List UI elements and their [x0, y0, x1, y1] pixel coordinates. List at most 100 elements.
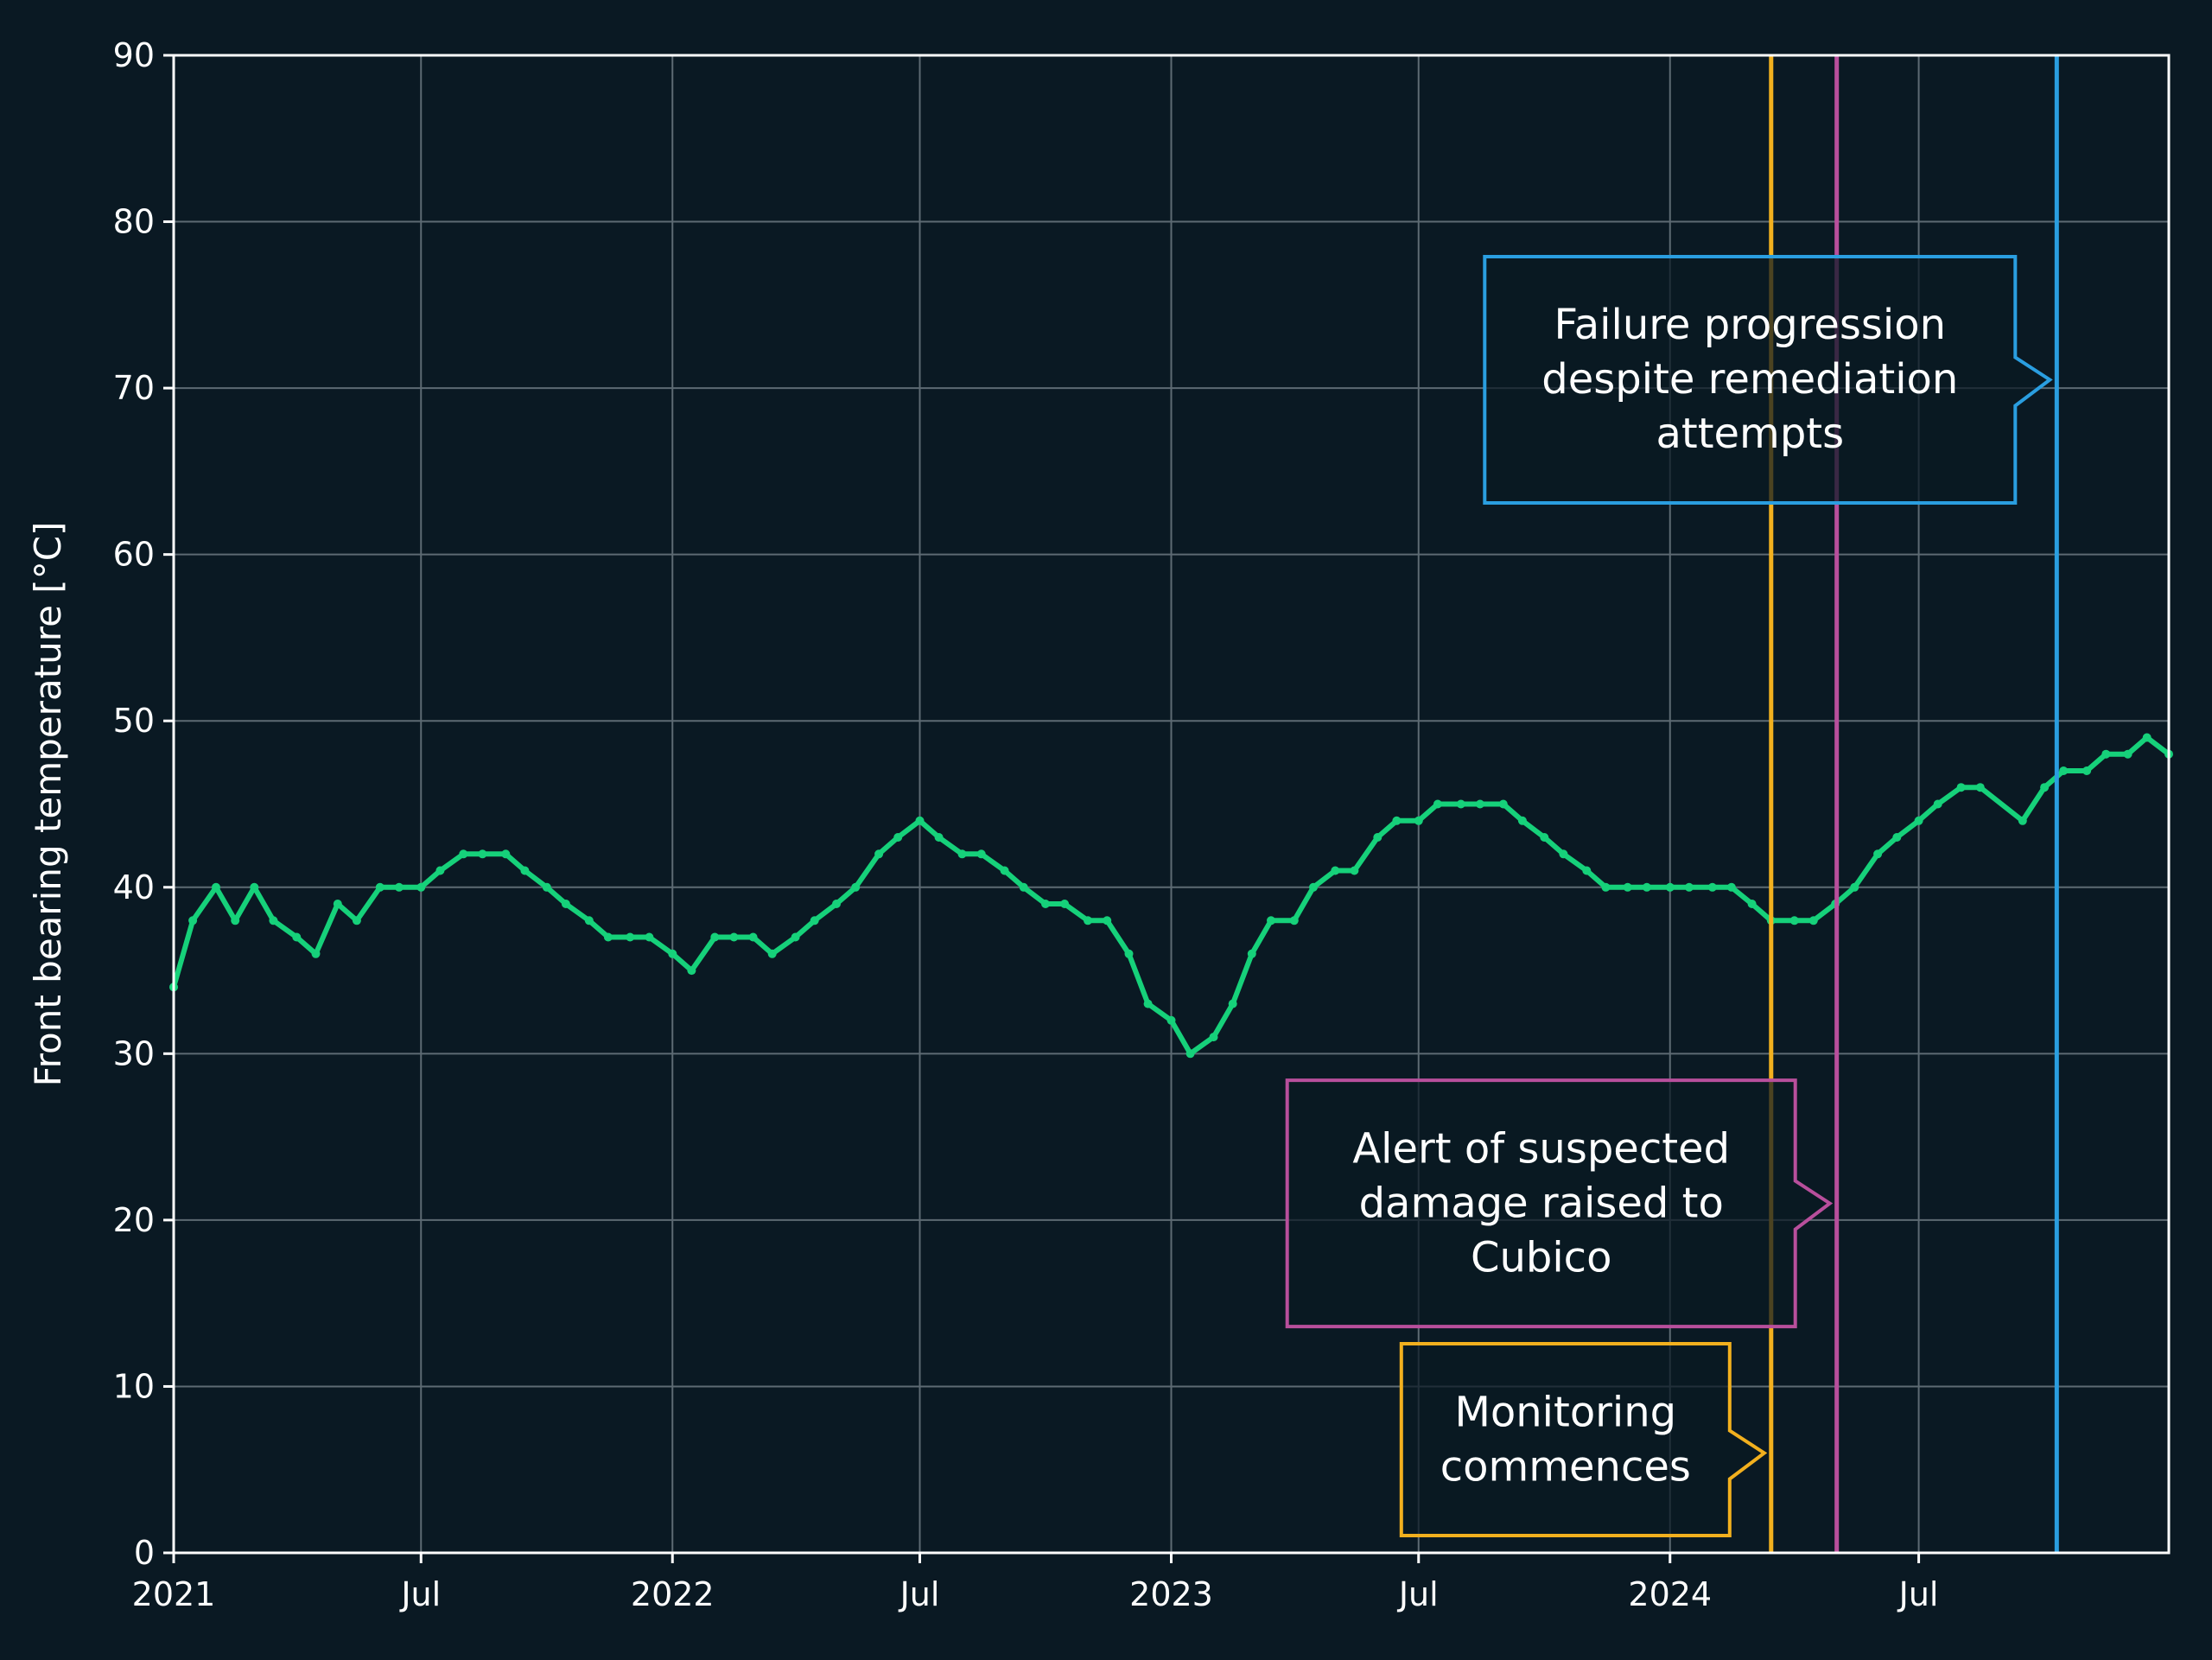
series-point	[584, 916, 594, 925]
series-point	[2082, 766, 2092, 775]
series-point	[893, 833, 903, 842]
series-point	[2123, 749, 2133, 759]
x-tick-label: 2022	[631, 1575, 715, 1613]
series-point	[1350, 866, 1359, 875]
series-point	[1726, 882, 1736, 892]
series-point	[710, 932, 720, 942]
series-point	[1456, 799, 1465, 809]
series-point	[375, 882, 385, 892]
series-point	[542, 882, 551, 892]
series-point	[687, 966, 696, 976]
series-point	[1041, 900, 1050, 908]
series-point	[1684, 882, 1694, 892]
series-point	[1517, 816, 1527, 825]
annotation-box	[1285, 1078, 1834, 1329]
event-markers: Monitoring commences Alert of suspected dam…	[1285, 55, 2059, 1553]
y-tick-label: 70	[113, 369, 155, 407]
y-tick-label: 0	[134, 1534, 155, 1572]
series-point	[2101, 749, 2111, 759]
y-axis-title: Front bearing temperature [°C]	[27, 522, 69, 1087]
series-point	[1247, 949, 1256, 958]
series-point	[2142, 733, 2152, 742]
series-point	[1228, 999, 1237, 1008]
series-point	[874, 849, 884, 859]
series-point	[1559, 849, 1568, 859]
series-point	[501, 849, 511, 859]
series-point	[626, 932, 635, 942]
series-point	[1392, 816, 1402, 825]
series-point	[1060, 900, 1070, 908]
series-point	[1665, 882, 1675, 892]
series-point	[668, 949, 677, 958]
series-point	[729, 932, 739, 942]
series-point	[269, 916, 278, 925]
annotation-text: attempts	[1656, 410, 1844, 458]
annotation-text: Failure progression	[1554, 301, 1947, 349]
series-point	[435, 866, 445, 875]
series-point	[416, 882, 426, 892]
series-point	[1914, 816, 1923, 825]
series-point	[231, 916, 240, 925]
series-point	[748, 932, 758, 942]
x-tick-label: 2021	[132, 1575, 216, 1613]
series-point	[1498, 799, 1508, 809]
series-point	[1582, 866, 1592, 875]
series-point	[394, 882, 404, 892]
y-tick-label: 60	[113, 536, 155, 574]
x-tick-label: Jul	[899, 1575, 940, 1613]
series-point	[1747, 900, 1757, 908]
series-point	[1000, 866, 1009, 875]
series-point	[1475, 799, 1484, 809]
annotation-text: Alert of suspected	[1352, 1124, 1730, 1173]
series-point	[767, 949, 777, 958]
y-tick-label: 10	[113, 1367, 155, 1405]
y-tick-label: 80	[113, 203, 155, 241]
series-point	[292, 932, 302, 942]
series-point	[1103, 916, 1112, 925]
y-tick-label: 90	[113, 36, 155, 74]
annotation-box	[1483, 255, 2053, 505]
series-point	[2059, 766, 2069, 775]
annotation-text: damage raised to	[1359, 1179, 1724, 1227]
annotation-text: Cubico	[1471, 1233, 1612, 1282]
y-tick-label: 30	[113, 1034, 155, 1072]
series-point	[810, 916, 819, 925]
series-point	[1975, 783, 1985, 792]
series-point	[1601, 882, 1611, 892]
x-axis: 2021 Jul 2022 Jul 2023 Jul 2024 Jul	[132, 1553, 1939, 1613]
series-point	[1789, 916, 1799, 925]
series-point	[645, 932, 654, 942]
series-point	[791, 932, 800, 942]
series-point	[851, 882, 861, 892]
series-point	[1373, 833, 1382, 842]
y-tick-label: 40	[113, 868, 155, 906]
series-point	[1084, 916, 1092, 925]
series-point	[1707, 882, 1717, 892]
series-point	[1808, 916, 1818, 925]
series-point	[1143, 999, 1153, 1008]
x-tick-label: Jul	[399, 1575, 441, 1613]
series-point	[1019, 882, 1028, 892]
series-point	[1309, 882, 1318, 892]
series-point	[1267, 916, 1275, 925]
series-point	[1414, 816, 1423, 825]
series-point	[2040, 783, 2050, 792]
series-point	[1623, 882, 1632, 892]
series-point	[478, 849, 487, 859]
series-point	[1166, 1015, 1176, 1025]
series-point	[2018, 816, 2027, 825]
series-point	[352, 916, 361, 925]
series-point	[934, 833, 944, 842]
y-axis: 0 10 20 30 40 50 60 70 80 90	[113, 36, 174, 1572]
series-point	[212, 882, 220, 892]
series-point	[250, 882, 259, 892]
series-point	[1873, 849, 1883, 859]
series-point	[1540, 833, 1549, 842]
series-point	[1850, 882, 1859, 892]
x-tick-label: 2024	[1628, 1575, 1712, 1613]
series-point	[1331, 866, 1340, 875]
series-point	[832, 900, 841, 908]
annotation-text: commences	[1440, 1442, 1691, 1491]
